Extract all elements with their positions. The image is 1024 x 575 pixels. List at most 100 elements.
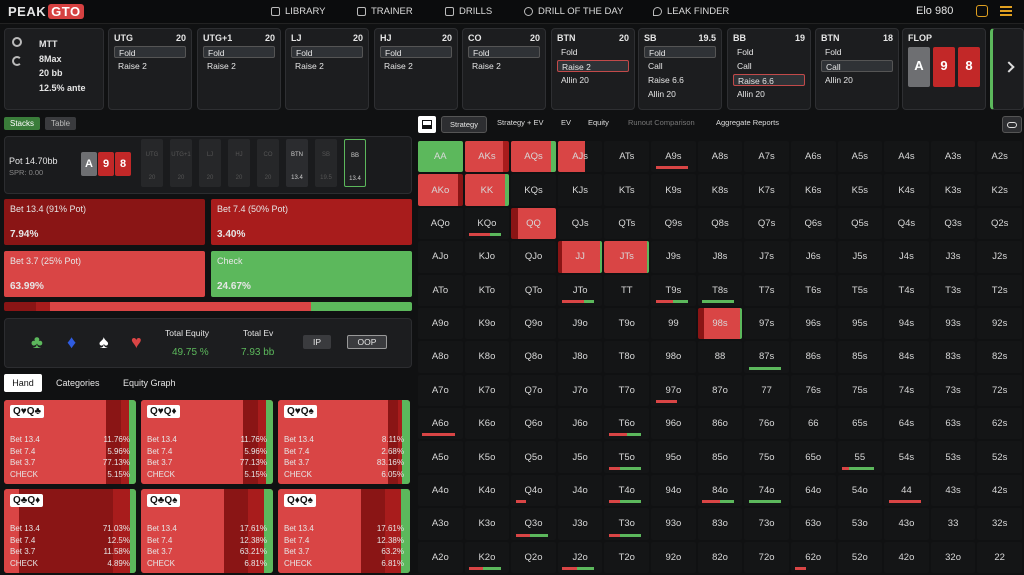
action-option[interactable]: Fold (825, 47, 842, 57)
hand-cell[interactable]: QJs (557, 207, 603, 240)
hand-cell[interactable]: KTs (604, 174, 650, 206)
hand-cell[interactable]: A5o (418, 441, 463, 473)
position-panel-co[interactable]: CO 20 Fold Raise 2 (462, 28, 546, 110)
hand-combo-card[interactable]: Q♥Q♠ Bet 13.4 8.11% Bet 7.4 2.68% Bet 3.7 83.1… (278, 400, 410, 484)
hand-cell[interactable]: A3o (418, 508, 463, 540)
hand-cell[interactable]: K3o (464, 508, 510, 540)
hand-cell[interactable]: AKo (418, 174, 463, 206)
action-option[interactable]: Allin 20 (737, 89, 765, 99)
hand-cell[interactable]: Q4o (511, 474, 556, 507)
hand-cell[interactable]: 53o (837, 508, 883, 540)
hand-cell[interactable]: A3s (930, 141, 976, 173)
hand-cell[interactable]: 97o (651, 374, 696, 407)
tab-equity[interactable]: Equity (588, 118, 609, 127)
hand-cell[interactable]: A5s (837, 141, 883, 173)
hand-cell[interactable]: J2s (977, 241, 1022, 273)
action-option[interactable]: Call (648, 61, 663, 71)
hand-cell[interactable]: J9s (651, 241, 696, 273)
hand-cell[interactable]: 72o (744, 541, 789, 573)
hand-combo-card[interactable]: Q♥Q♣ Bet 13.4 11.76% Bet 7.4 5.96% Bet 3.7 77.… (4, 400, 136, 484)
hand-cell[interactable]: 73o (744, 508, 789, 540)
action-option[interactable]: Raise 2 (557, 60, 629, 72)
hand-cell[interactable]: 65o (790, 441, 836, 473)
hand-cell[interactable]: A2o (418, 541, 463, 573)
game-settings[interactable]: MTT 8Max 20 bb 12.5% ante (4, 28, 104, 110)
tab-runout-comparison[interactable]: Runout Comparison (628, 118, 695, 127)
hand-cell[interactable]: T2s (977, 274, 1022, 306)
hand-cell[interactable]: J6s (790, 241, 836, 273)
action-option[interactable]: Fold (468, 46, 540, 58)
hand-cell[interactable]: J5s (837, 241, 883, 273)
hand-cell[interactable]: 53s (930, 441, 976, 473)
hand-cell[interactable]: 65s (837, 408, 883, 440)
position-panel-utg[interactable]: UTG 20 Fold Raise 2 (108, 28, 192, 110)
spade-suit-icon[interactable]: ♠ (99, 332, 109, 352)
hand-cell[interactable]: 93s (930, 307, 976, 340)
hand-cell[interactable]: K8o (464, 341, 510, 373)
hand-cell[interactable]: T5o (604, 441, 650, 473)
seat-bb[interactable]: BB 13.4 (344, 139, 366, 187)
hand-cell[interactable]: 86s (790, 341, 836, 373)
hand-cell[interactable]: K6s (790, 174, 836, 206)
hand-cell[interactable]: K2s (977, 174, 1022, 206)
action-option[interactable]: Call (737, 61, 752, 71)
seat-co[interactable]: CO 20 (257, 139, 279, 187)
hand-cell[interactable]: KQs (511, 174, 556, 206)
hand-cell[interactable]: 86o (697, 408, 743, 440)
hand-cell[interactable]: 84s (884, 341, 929, 373)
hand-cell[interactable]: TT (604, 274, 650, 306)
hand-cell[interactable]: 87s (744, 341, 789, 373)
hand-cell[interactable]: Q5s (837, 207, 883, 240)
hand-cell[interactable]: K9o (464, 307, 510, 340)
nav-trainer[interactable]: TRAINER (357, 6, 413, 17)
hand-cell[interactable]: 62s (977, 408, 1022, 440)
hand-cell[interactable]: 82s (977, 341, 1022, 373)
hand-cell[interactable]: A4o (418, 474, 463, 507)
seat-lj[interactable]: LJ 20 (199, 139, 221, 187)
hand-cell[interactable]: A7s (744, 141, 789, 173)
position-panel-lj[interactable]: LJ 20 Fold Raise 2 (285, 28, 369, 110)
hand-cell[interactable]: 75o (744, 441, 789, 473)
hand-cell[interactable]: AJo (418, 241, 463, 273)
hand-cell[interactable]: AJs (557, 141, 603, 173)
hand-cell[interactable]: JTo (557, 274, 603, 306)
hand-cell[interactable]: 88 (697, 341, 743, 373)
hand-cell[interactable]: Q7o (511, 374, 556, 407)
hand-cell[interactable]: J9o (557, 307, 603, 340)
hand-cell[interactable]: T5s (837, 274, 883, 306)
action-option[interactable]: Fold (203, 46, 275, 58)
strategy-action-3[interactable]: Check 24.67% (211, 251, 412, 297)
hand-cell[interactable]: 85s (837, 341, 883, 373)
hand-cell[interactable]: T8o (604, 341, 650, 373)
hand-cell[interactable]: Q2s (977, 207, 1022, 240)
hand-cell[interactable]: J3o (557, 508, 603, 540)
seat-utg[interactable]: UTG 20 (141, 139, 163, 187)
ip-toggle[interactable]: IP (303, 335, 331, 349)
hand-cell[interactable]: J5o (557, 441, 603, 473)
hand-cell[interactable]: T6o (604, 408, 650, 440)
hand-cell[interactable]: K9s (651, 174, 696, 206)
tab-strategy-ev[interactable]: Strategy + EV (497, 118, 544, 127)
hand-cell[interactable]: 42s (977, 474, 1022, 507)
gear-icon[interactable] (12, 37, 22, 47)
hand-cell[interactable]: AKs (464, 141, 510, 173)
position-panel-bb[interactable]: BB 19 Fold Call Raise 6.6 Allin 20 (727, 28, 811, 110)
hand-cell[interactable]: ATs (604, 141, 650, 173)
hand-cell[interactable]: AA (418, 141, 463, 173)
hand-cell[interactable]: QTs (604, 207, 650, 240)
tab-categories[interactable]: Categories (56, 378, 100, 388)
hand-cell[interactable]: Q3o (511, 508, 556, 540)
hand-cell[interactable]: 22 (977, 541, 1022, 573)
hand-cell[interactable]: Q7s (744, 207, 789, 240)
action-option[interactable]: Raise 2 (472, 61, 501, 71)
hand-cell[interactable]: AQs (511, 141, 556, 173)
hand-cell[interactable]: 98o (651, 341, 696, 373)
action-option[interactable]: Fold (561, 47, 578, 57)
hand-cell[interactable]: Q2o (511, 541, 556, 573)
hand-cell[interactable]: J6o (557, 408, 603, 440)
hand-cell[interactable]: KTo (464, 274, 510, 306)
action-option[interactable]: Fold (291, 46, 363, 58)
hand-cell[interactable]: K7s (744, 174, 789, 206)
tab-hand[interactable]: Hand (4, 374, 42, 392)
hand-cell[interactable]: T6s (790, 274, 836, 306)
